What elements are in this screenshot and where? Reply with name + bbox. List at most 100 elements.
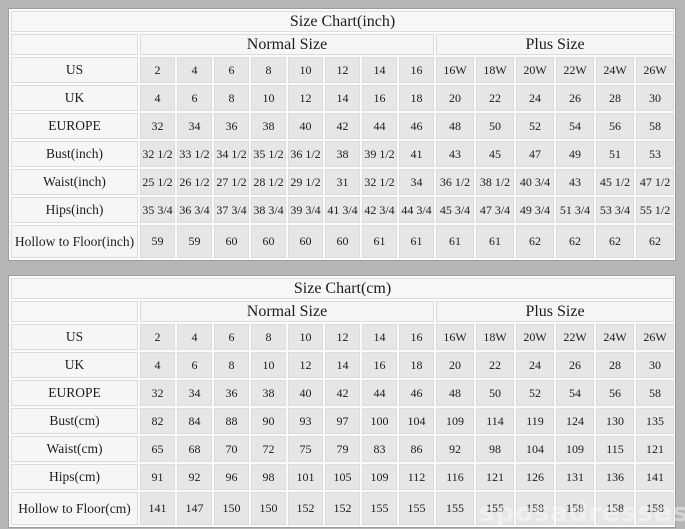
size-value-cell: 8 — [214, 352, 249, 378]
size-value-cell: 158 — [596, 492, 634, 525]
size-value-cell: 42 — [325, 113, 360, 139]
size-value-cell: 25 1/2 — [140, 169, 175, 195]
size-value-cell: 16 — [399, 324, 434, 350]
size-value-cell: 83 — [362, 436, 397, 462]
size-value-cell: 22W — [556, 57, 594, 83]
size-value-cell: 46 — [399, 380, 434, 406]
row-label: Bust(cm) — [11, 408, 138, 434]
size-value-cell: 100 — [362, 408, 397, 434]
row-label: Hips(cm) — [11, 464, 138, 490]
size-value-cell: 38 — [251, 113, 286, 139]
size-value-cell: 155 — [399, 492, 434, 525]
size-value-cell: 35 1/2 — [251, 141, 286, 167]
size-value-cell: 24W — [596, 57, 634, 83]
size-value-cell: 38 3/4 — [251, 197, 286, 223]
size-value-cell: 101 — [288, 464, 323, 490]
table-row: Waist(inch) 25 1/2 26 1/2 27 1/2 28 1/2 29 1/… — [11, 169, 675, 195]
size-chart-cm-table: Size Chart(cm) Normal Size Plus Size US 2… — [9, 276, 676, 527]
table-title: Size Chart(inch) — [11, 11, 675, 32]
size-value-cell: 65 — [140, 436, 175, 462]
size-value-cell: 70 — [214, 436, 249, 462]
size-value-cell: 18 — [399, 352, 434, 378]
size-value-cell: 38 — [251, 380, 286, 406]
size-value-cell: 92 — [177, 464, 212, 490]
size-value-cell: 14 — [362, 324, 397, 350]
size-value-cell: 114 — [476, 408, 514, 434]
size-value-cell: 6 — [177, 85, 212, 111]
size-value-cell: 16W — [436, 324, 474, 350]
table-title-row: Size Chart(cm) — [11, 278, 675, 299]
size-value-cell: 44 — [362, 380, 397, 406]
size-value-cell: 62 — [636, 225, 675, 258]
size-group-header-row: Normal Size Plus Size — [11, 34, 675, 55]
size-value-cell: 86 — [399, 436, 434, 462]
size-value-cell: 53 3/4 — [596, 197, 634, 223]
size-value-cell: 131 — [556, 464, 594, 490]
size-value-cell: 147 — [177, 492, 212, 525]
size-value-cell: 43 — [436, 141, 474, 167]
size-value-cell: 26 1/2 — [177, 169, 212, 195]
row-label: Waist(inch) — [11, 169, 138, 195]
size-value-cell: 96 — [214, 464, 249, 490]
size-value-cell: 20 — [436, 352, 474, 378]
size-value-cell: 30 — [636, 352, 675, 378]
size-value-cell: 40 — [288, 113, 323, 139]
table-row: Waist(cm) 65 68 70 72 75 79 83 86 92 98 104 109 115 12… — [11, 436, 675, 462]
size-value-cell: 54 — [556, 380, 594, 406]
size-value-cell: 4 — [177, 324, 212, 350]
size-value-cell: 27 1/2 — [214, 169, 249, 195]
plus-size-header: Plus Size — [436, 34, 675, 55]
size-value-cell: 59 — [140, 225, 175, 258]
size-value-cell: 45 1/2 — [596, 169, 634, 195]
size-value-cell: 41 — [399, 141, 434, 167]
size-value-cell: 58 — [636, 380, 675, 406]
size-value-cell: 10 — [288, 324, 323, 350]
normal-size-header: Normal Size — [140, 301, 434, 322]
size-value-cell: 18 — [399, 85, 434, 111]
size-value-cell: 47 — [516, 141, 554, 167]
size-value-cell: 60 — [325, 225, 360, 258]
size-value-cell: 40 — [288, 380, 323, 406]
size-value-cell: 56 — [596, 113, 634, 139]
size-value-cell: 130 — [596, 408, 634, 434]
size-value-cell: 60 — [251, 225, 286, 258]
size-value-cell: 152 — [288, 492, 323, 525]
size-value-cell: 31 — [325, 169, 360, 195]
size-value-cell: 24 — [516, 85, 554, 111]
size-value-cell: 158 — [556, 492, 594, 525]
size-value-cell: 52 — [516, 380, 554, 406]
size-value-cell: 47 1/2 — [636, 169, 675, 195]
size-value-cell: 39 1/2 — [362, 141, 397, 167]
size-value-cell: 36 — [214, 380, 249, 406]
size-value-cell: 4 — [140, 85, 175, 111]
row-label: Hips(inch) — [11, 197, 138, 223]
size-value-cell: 12 — [325, 57, 360, 83]
size-value-cell: 14 — [362, 57, 397, 83]
size-value-cell: 28 1/2 — [251, 169, 286, 195]
size-value-cell: 119 — [516, 408, 554, 434]
size-value-cell: 109 — [436, 408, 474, 434]
row-label: Waist(cm) — [11, 436, 138, 462]
size-value-cell: 26W — [636, 57, 675, 83]
size-value-cell: 61 — [436, 225, 474, 258]
size-value-cell: 6 — [214, 324, 249, 350]
size-value-cell: 58 — [636, 113, 675, 139]
size-value-cell: 136 — [596, 464, 634, 490]
size-value-cell: 32 — [140, 113, 175, 139]
size-value-cell: 4 — [177, 57, 212, 83]
row-label: Hollow to Floor(cm) — [11, 492, 138, 525]
size-value-cell: 42 3/4 — [362, 197, 397, 223]
size-value-cell: 68 — [177, 436, 212, 462]
size-value-cell: 98 — [476, 436, 514, 462]
size-value-cell: 14 — [325, 352, 360, 378]
table-row: Bust(cm) 82 84 88 90 93 97 100 104 109 114 119 124 13… — [11, 408, 675, 434]
size-value-cell: 54 — [556, 113, 594, 139]
size-value-cell: 32 — [140, 380, 175, 406]
table-title: Size Chart(cm) — [11, 278, 675, 299]
size-value-cell: 155 — [362, 492, 397, 525]
size-value-cell: 12 — [288, 352, 323, 378]
size-value-cell: 62 — [596, 225, 634, 258]
size-value-cell: 42 — [325, 380, 360, 406]
size-value-cell: 20W — [516, 324, 554, 350]
